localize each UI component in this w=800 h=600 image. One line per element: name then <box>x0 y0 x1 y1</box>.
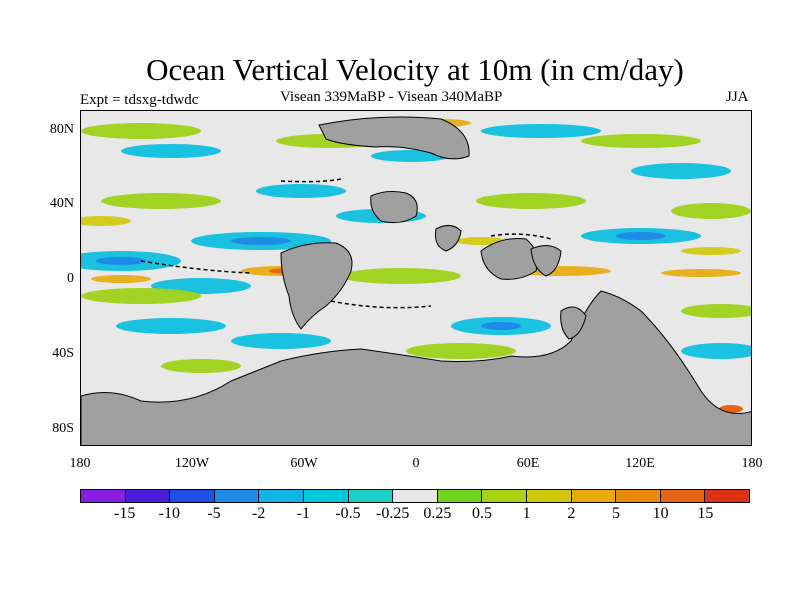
lat-label-0: 0 <box>67 271 74 286</box>
colorbar-swatch <box>482 490 527 502</box>
map-svg <box>81 111 751 445</box>
lon-label-180w: 180 <box>69 456 91 471</box>
lat-label-80n: 80N <box>49 122 74 137</box>
lon-label-180e: 180 <box>741 456 763 471</box>
colorbar-swatch <box>81 490 126 502</box>
colorbar-swatch <box>437 490 483 502</box>
lon-label-0: 0 <box>412 456 420 471</box>
colorbar-label: -2 <box>251 505 266 522</box>
colorbar-label: -15 <box>113 505 136 522</box>
lat-label-40s: 40S <box>52 346 74 361</box>
colorbar-label: -0.5 <box>335 505 361 522</box>
colorbar-swatch <box>660 490 706 502</box>
comparison-label: Visean 339MaBP - Visean 340MaBP <box>280 89 503 105</box>
colorbar-label: 0.25 <box>423 505 452 522</box>
colorbar-label: -10 <box>158 505 180 522</box>
colorbar-swatch <box>705 490 749 502</box>
colorbar-swatch <box>125 490 171 502</box>
lon-label-120e: 120E <box>625 456 655 471</box>
lon-label-60e: 60E <box>516 456 540 471</box>
colorbar-label: 15 <box>697 505 714 522</box>
colorbar-label: 5 <box>612 505 620 522</box>
colorbar-swatch <box>259 490 304 502</box>
colorbar-label: 1 <box>522 505 531 522</box>
colorbar-swatch <box>170 490 215 502</box>
lon-label-120w: 120W <box>174 456 210 471</box>
lat-label-40n: 40N <box>49 196 74 211</box>
lon-label-60w: 60W <box>290 456 318 471</box>
colorbar-swatch <box>303 490 349 502</box>
colorbar <box>80 489 750 503</box>
colorbar-swatch <box>616 490 661 502</box>
colorbar-swatch <box>214 490 260 502</box>
colorbar-label: -0.25 <box>375 505 410 522</box>
colorbar-label: 2 <box>567 505 576 522</box>
colorbar-swatch <box>393 490 438 502</box>
colorbar-swatch <box>526 490 572 502</box>
colorbar-label: 10 <box>652 505 669 522</box>
land-masses <box>81 116 751 445</box>
chart-title: Ocean Vertical Velocity at 10m (in cm/da… <box>146 52 684 87</box>
colorbar-label: -1 <box>296 505 310 522</box>
season-label: JJA <box>726 89 749 105</box>
lat-label-80s: 80S <box>52 421 74 436</box>
colorbar-label: 0.5 <box>472 505 492 522</box>
colorbar-label: -5 <box>207 505 221 522</box>
experiment-label: Expt = tdsxg-tdwdc <box>80 92 199 108</box>
colorbar-swatch <box>348 490 394 502</box>
coastline-dashes <box>140 178 552 309</box>
colorbar-swatch <box>571 490 617 502</box>
map-panel <box>80 110 752 446</box>
